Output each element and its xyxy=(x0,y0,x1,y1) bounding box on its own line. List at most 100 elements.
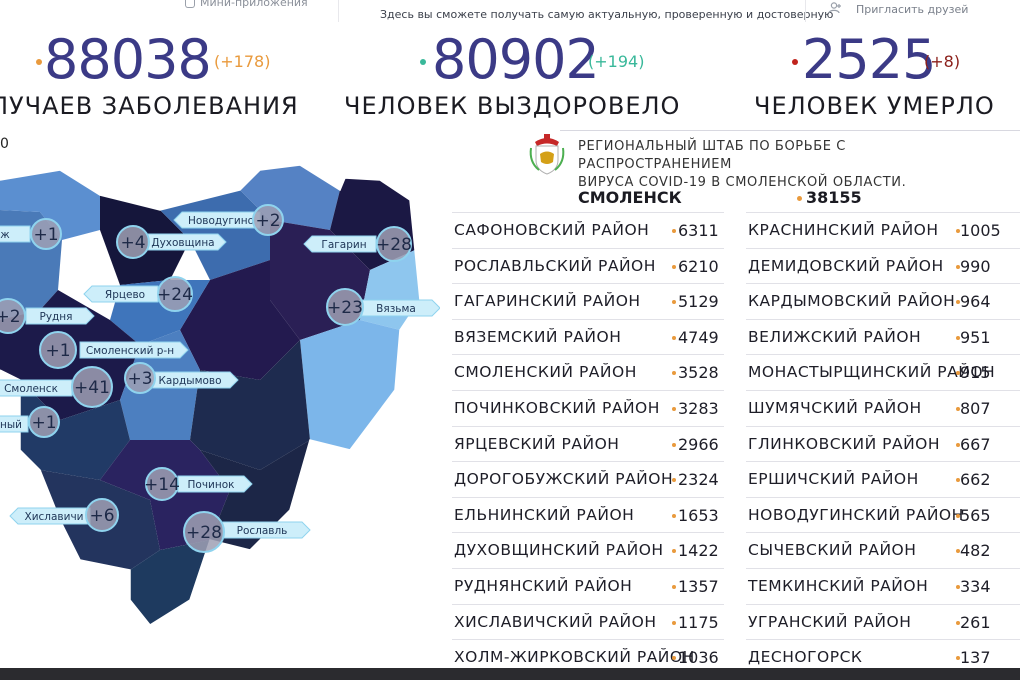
district-name: ГАГАРИНСКИЙ РАЙОН xyxy=(454,292,641,311)
map-district xyxy=(130,540,210,625)
value-dot xyxy=(956,478,960,483)
district-value: 915 xyxy=(960,363,991,383)
value-dot xyxy=(672,478,676,483)
map-delta-badge xyxy=(252,204,284,236)
district-name: МОНАСТЫРЩИНСКИЙ РАЙОН xyxy=(748,363,996,382)
district-name: УГРАНСКИЙ РАЙОН xyxy=(748,612,912,631)
district-value: 3283 xyxy=(678,398,719,418)
district-name: ЕЛЬНИНСКИЙ РАЙОН xyxy=(454,505,635,524)
map-delta-badge xyxy=(39,331,77,369)
district-cell: ВЕЛИЖСКИЙ РАЙОН 951 xyxy=(746,318,1020,355)
add-friend-icon[interactable] xyxy=(828,2,842,14)
cases-count: 88038 xyxy=(44,28,212,91)
map-marker: ный +1 xyxy=(0,406,60,438)
map-district xyxy=(190,340,310,470)
value-dot xyxy=(956,371,960,376)
map-marker: Кардымово +3 xyxy=(124,362,239,394)
district-name: ПОЧИНКОВСКИЙ РАЙОН xyxy=(454,398,660,417)
value-dot xyxy=(956,549,960,554)
city-dot xyxy=(797,196,802,201)
map-town-label: Кардымово xyxy=(158,375,221,387)
map-marker: Хиславичи +6 xyxy=(9,498,119,532)
district-value: 1653 xyxy=(678,505,719,525)
district-value: 5129 xyxy=(678,292,719,312)
district-cell: ДЕМИДОВСКИЙ РАЙОН 990 xyxy=(746,247,1020,284)
map-delta-value: +3 xyxy=(127,369,152,389)
district-name: ХИСЛАВИЧСКИЙ РАЙОН xyxy=(454,612,657,631)
map-town-label: Смоленский р-н xyxy=(86,345,174,357)
map-label-pill xyxy=(79,341,189,359)
value-dot xyxy=(956,584,960,589)
value-dot xyxy=(672,264,676,269)
district-value: 662 xyxy=(960,470,991,490)
district-cell: СМОЛЕНСКИЙ РАЙОН 3528 xyxy=(452,354,724,390)
browser-top-strip: Мини-приложения Здесь вы сможете получат… xyxy=(0,0,1020,22)
map-town-label: Рославль xyxy=(237,525,288,537)
divider xyxy=(805,0,806,22)
table-row: РУДНЯНСКИЙ РАЙОН 1357 ТЕМКИНСКИЙ РАЙОН 334 xyxy=(452,567,1020,604)
hq-title-line1: РЕГИОНАЛЬНЫЙ ШТАБ ПО БОРЬБЕ С РАСПРОСТРА… xyxy=(578,139,846,172)
died-label: ЧЕЛОВЕК УМЕРЛО xyxy=(754,92,995,120)
district-cell: КАРДЫМОВСКИЙ РАЙОН 964 xyxy=(746,283,1020,319)
table-row: ДОРОГОБУЖСКИЙ РАЙОН 2324 ЕРШИЧСКИЙ РАЙОН 66… xyxy=(452,461,1020,497)
table-row: ГАГАРИНСКИЙ РАЙОН 5129 КАРДЫМОВСКИЙ РАЙОН 9… xyxy=(452,283,1020,319)
district-value: 990 xyxy=(960,256,991,276)
table-row: ПОЧИНКОВСКИЙ РАЙОН 3283 ШУМЯЧСКИЙ РАЙОН 807 xyxy=(452,389,1020,426)
district-value: 1175 xyxy=(678,612,719,632)
district-value: 482 xyxy=(960,541,991,561)
map-district xyxy=(20,380,130,480)
edge-text: 0 xyxy=(0,136,9,152)
mini-apps-link[interactable]: Мини-приложения xyxy=(200,0,308,9)
district-value: 964 xyxy=(960,292,991,312)
map-delta-value: +1 xyxy=(45,341,70,361)
value-dot xyxy=(672,513,676,518)
map-town-label: ж xyxy=(0,229,10,241)
map-marker: ж +1 xyxy=(0,218,62,250)
district-value: 667 xyxy=(960,434,991,454)
map-town-label: Гагарин xyxy=(321,239,366,251)
hq-title: РЕГИОНАЛЬНЫЙ ШТАБ ПО БОРЬБЕ С РАСПРОСТРА… xyxy=(578,138,998,192)
value-dot xyxy=(672,656,676,661)
value-dot xyxy=(956,335,960,340)
table-row: ХИСЛАВИЧСКИЙ РАЙОН 1175 УГРАНСКИЙ РАЙОН 261 xyxy=(452,603,1020,640)
table-row: САФОНОВСКИЙ РАЙОН 6311 КРАСНИНСКИЙ РАЙОН 10… xyxy=(452,212,1020,248)
district-value: 137 xyxy=(960,648,991,668)
mini-apps-icon[interactable] xyxy=(185,0,195,8)
divider xyxy=(338,0,339,22)
map-delta-value: +4 xyxy=(120,233,145,253)
district-value: 1422 xyxy=(678,541,719,561)
district-name: ДЕМИДОВСКИЙ РАЙОН xyxy=(748,256,944,275)
table-row: СМОЛЕНСКИЙ РАЙОН 3528 МОНАСТЫРЩИНСКИЙ РАЙО… xyxy=(452,354,1020,390)
invite-friends-link[interactable]: Пригласить друзей xyxy=(856,3,969,16)
recovered-delta: (+194) xyxy=(588,52,645,71)
district-cell: ДУХОВЩИНСКИЙ РАЙОН 1422 xyxy=(452,532,724,568)
map-district xyxy=(0,170,100,240)
recovered-count: 80902 xyxy=(432,28,600,91)
district-cell: ЕРШИЧСКИЙ РАЙОН 662 xyxy=(746,461,1020,497)
map-town-label: Смоленск xyxy=(4,383,58,395)
district-name: ВЕЛИЖСКИЙ РАЙОН xyxy=(748,327,922,346)
cases-dot xyxy=(36,59,42,65)
map-marker: Ярцево +24 xyxy=(83,276,193,312)
map-town-label: Рудня xyxy=(40,311,73,323)
map-delta-value: +14 xyxy=(144,475,180,495)
map-label-pill xyxy=(25,307,95,325)
district-name: ЕРШИЧСКИЙ РАЙОН xyxy=(748,470,919,489)
value-dot xyxy=(956,300,960,305)
district-name: ЯРЦЕВСКИЙ РАЙОН xyxy=(454,434,620,453)
map-delta-value: +1 xyxy=(31,413,56,433)
value-dot xyxy=(672,584,676,589)
table-row: РОСЛАВЛЬСКИЙ РАЙОН 6210 ДЕМИДОВСКИЙ РАЙОН 9… xyxy=(452,247,1020,284)
map-delta-value: +28 xyxy=(376,235,412,255)
district-cell: УГРАНСКИЙ РАЙОН 261 xyxy=(746,603,1020,640)
divider xyxy=(560,130,1020,131)
district-cell: САФОНОВСКИЙ РАЙОН 6311 xyxy=(452,212,724,248)
district-name: ДУХОВЩИНСКИЙ РАЙОН xyxy=(454,541,664,560)
map-marker: Гагарин +28 xyxy=(303,226,412,262)
map-town-label: Починок xyxy=(188,479,235,491)
hq-title-line2: ВИРУСА COVID-19 В СМОЛЕНСКОЙ ОБЛАСТИ. xyxy=(578,175,907,190)
map-delta-badge xyxy=(0,298,26,334)
district-cell: ЯРЦЕВСКИЙ РАЙОН 2966 xyxy=(452,425,724,462)
value-dot xyxy=(956,406,960,411)
map-delta-value: +41 xyxy=(74,378,110,398)
